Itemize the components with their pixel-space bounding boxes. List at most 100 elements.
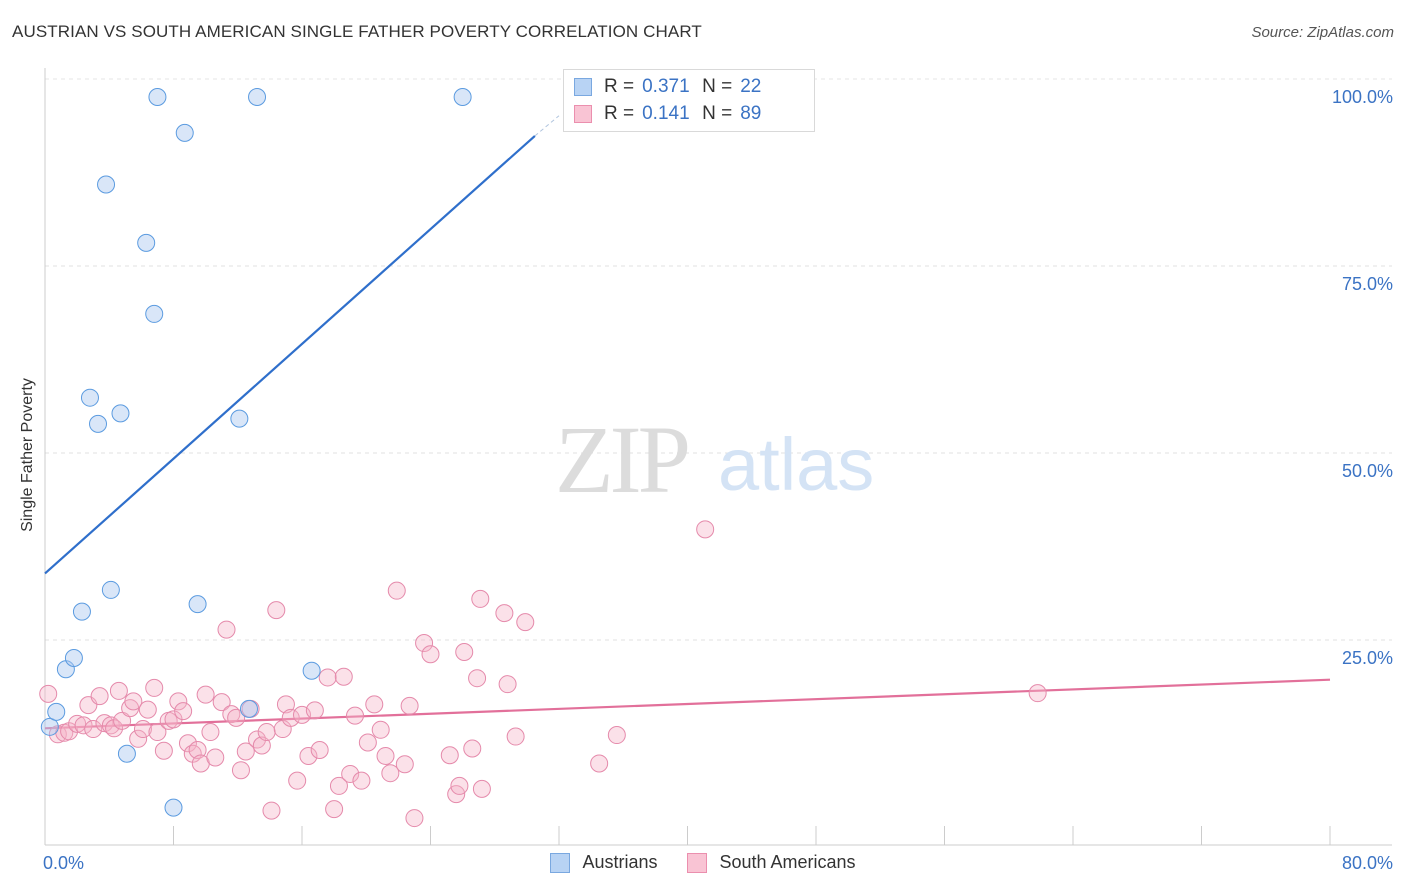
austrian-point [145, 304, 164, 323]
austrian-point [97, 175, 116, 194]
austrian-point [89, 414, 108, 433]
austrian-point [72, 602, 91, 621]
austrian-point [64, 649, 83, 667]
legend-r-value: 0.141 [642, 103, 690, 124]
austrian-point [188, 595, 207, 614]
south-american-point [376, 746, 395, 765]
data-points [39, 88, 1047, 828]
south-american-point [495, 604, 514, 623]
south-american-point [90, 687, 109, 706]
south-american-point [236, 742, 255, 761]
austrian-point [137, 233, 156, 252]
legend-n-value: 89 [740, 103, 762, 124]
austrian-point [111, 404, 130, 423]
austrian-point [148, 88, 167, 106]
y-tick-label: 50.0% [1342, 461, 1393, 481]
south-american-point [39, 684, 58, 703]
south-american-point [262, 801, 281, 820]
south-american-point [498, 675, 517, 694]
south-american-point [74, 716, 93, 735]
south-american-point [288, 771, 307, 790]
watermark-atlas: atlas [718, 423, 874, 506]
south-american-point [607, 726, 626, 745]
legend-swatch-south-americans [687, 852, 708, 873]
south-american-point [252, 736, 271, 755]
south-american-point [281, 708, 300, 727]
south-american-point [68, 714, 87, 733]
south-american-point [415, 634, 434, 653]
axes [44, 68, 1392, 846]
south-american-point [217, 620, 236, 639]
series-legend: Austrians South Americans [0, 852, 1406, 873]
legend-label-austrians: Austrians [582, 852, 658, 872]
south-american-point [450, 776, 469, 795]
south-american-point [299, 746, 318, 765]
south-american-point [310, 741, 329, 760]
south-american-point [696, 520, 715, 539]
tick-labels: 100.0% 75.0% 50.0% 25.0% 0.0% 80.0% [43, 87, 1393, 873]
south-american-point [395, 755, 414, 774]
legend-row-austrians: R = 0.371 N = 22 [574, 75, 761, 99]
y-tick-label: 25.0% [1342, 648, 1393, 668]
south-american-point [381, 764, 400, 783]
south-american-point [352, 771, 371, 790]
x-tick-label: 80.0% [1342, 853, 1393, 873]
austrian-point [453, 88, 472, 106]
south-american-point [387, 581, 406, 600]
south-american-point [174, 702, 193, 721]
austrian-point [248, 88, 267, 106]
legend-swatch-austrians [574, 78, 592, 96]
south-american-point [148, 723, 167, 742]
trend-line-south-americans [44, 678, 1331, 730]
south-american-point [109, 681, 128, 700]
austrian-point [80, 388, 99, 407]
legend-n-value: 22 [740, 76, 762, 97]
south-american-point [365, 695, 384, 714]
y-tick-label: 75.0% [1342, 274, 1393, 294]
south-american-point [84, 720, 103, 739]
south-american-point [169, 692, 188, 711]
austrian-point [117, 744, 136, 763]
south-american-point [113, 711, 132, 730]
south-american-point [178, 734, 197, 753]
stats-legend: R = 0.371 N = 22 R = 0.141 N = 89 [563, 69, 815, 132]
south-american-point [305, 701, 324, 720]
south-american-point [325, 800, 344, 819]
legend-n-label: N = [702, 103, 733, 124]
south-american-point [455, 643, 474, 662]
watermark: ZIP atlas [555, 406, 874, 513]
south-american-point [196, 685, 215, 704]
legend-swatch-austrians [550, 852, 571, 873]
trend-line-austrians [44, 135, 536, 575]
legend-label-south-americans: South Americans [719, 852, 856, 872]
south-american-point [231, 761, 250, 780]
south-american-point [1028, 684, 1047, 703]
legend-r-label: R = [604, 76, 635, 97]
south-american-point [371, 720, 390, 739]
austrian-point [230, 409, 249, 428]
austrian-point [40, 717, 59, 736]
south-american-point [138, 700, 157, 719]
south-american-point [341, 764, 360, 783]
austrian-point [47, 702, 66, 721]
south-american-point [400, 696, 419, 715]
south-american-point [421, 645, 440, 664]
south-american-point [468, 669, 487, 688]
legend-item-south-americans[interactable]: South Americans [687, 852, 856, 873]
austrian-point [164, 798, 183, 817]
south-american-point [329, 776, 348, 795]
legend-n-label: N = [702, 76, 733, 97]
south-american-point [405, 809, 424, 828]
trend-lines [44, 115, 1331, 730]
south-american-point [318, 668, 337, 687]
south-american-point [516, 613, 535, 632]
legend-item-austrians[interactable]: Austrians [550, 852, 657, 873]
south-american-point [267, 601, 286, 620]
south-american-point [471, 589, 490, 608]
x-tick-label: 0.0% [43, 853, 84, 873]
south-american-point [133, 720, 152, 739]
south-american-point [188, 741, 207, 760]
south-american-point [101, 716, 120, 735]
legend-r-label: R = [604, 103, 635, 124]
